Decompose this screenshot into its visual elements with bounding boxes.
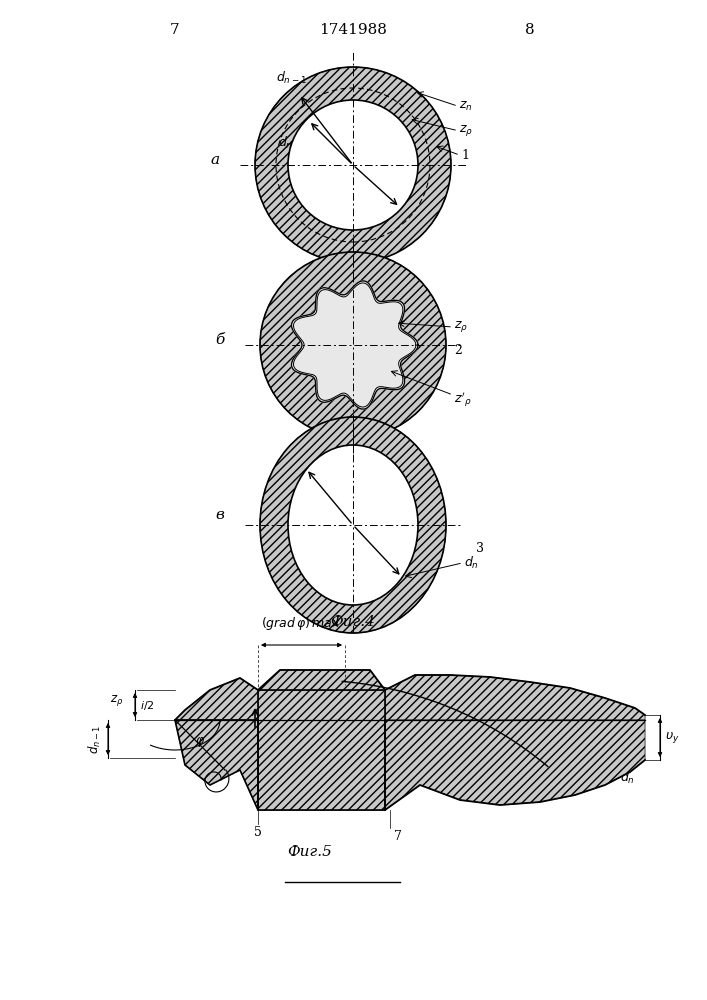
- Text: $z_\rho$: $z_\rho$: [110, 692, 123, 708]
- Text: $z_\rho$: $z_\rho$: [459, 123, 473, 138]
- Text: $d_n$: $d_n$: [620, 770, 635, 786]
- Text: 2: 2: [454, 344, 462, 358]
- Text: $d_n$: $d_n$: [464, 555, 479, 571]
- Text: $d_{n-1}$: $d_{n-1}$: [276, 70, 306, 86]
- Text: 1741988: 1741988: [319, 23, 387, 37]
- Text: 3: 3: [476, 542, 484, 555]
- Text: $z_\rho$: $z_\rho$: [454, 320, 468, 334]
- Ellipse shape: [260, 417, 446, 633]
- Text: Фиг.4: Фиг.4: [331, 615, 375, 629]
- Polygon shape: [385, 720, 645, 810]
- Ellipse shape: [288, 100, 418, 230]
- Text: 5: 5: [254, 826, 262, 838]
- Text: $z_n$: $z_n$: [459, 100, 472, 113]
- Ellipse shape: [255, 67, 451, 263]
- Text: а: а: [211, 153, 220, 167]
- Polygon shape: [175, 720, 258, 810]
- Text: $\upsilon_y$: $\upsilon_y$: [665, 730, 679, 745]
- Text: Фиг.5: Фиг.5: [288, 845, 332, 859]
- Ellipse shape: [260, 252, 446, 438]
- Polygon shape: [293, 283, 416, 407]
- Text: $z'_\rho$: $z'_\rho$: [454, 391, 472, 409]
- Text: $\varphi$: $\varphi$: [195, 735, 205, 749]
- Text: 7: 7: [394, 830, 402, 844]
- Polygon shape: [258, 690, 385, 810]
- Text: $(grad\,\varphi)\,max$: $(grad\,\varphi)\,max$: [262, 615, 341, 632]
- Text: $i/2$: $i/2$: [140, 698, 154, 712]
- Polygon shape: [175, 670, 645, 720]
- Text: $d_{n-1}$: $d_{n-1}$: [87, 724, 103, 754]
- Polygon shape: [291, 281, 418, 409]
- Ellipse shape: [288, 445, 418, 605]
- Text: 8: 8: [525, 23, 534, 37]
- Text: в: в: [216, 508, 224, 522]
- Text: б: б: [216, 333, 225, 347]
- Text: 1: 1: [461, 149, 469, 162]
- Text: $d_n$: $d_n$: [278, 135, 293, 151]
- Text: 7: 7: [170, 23, 180, 37]
